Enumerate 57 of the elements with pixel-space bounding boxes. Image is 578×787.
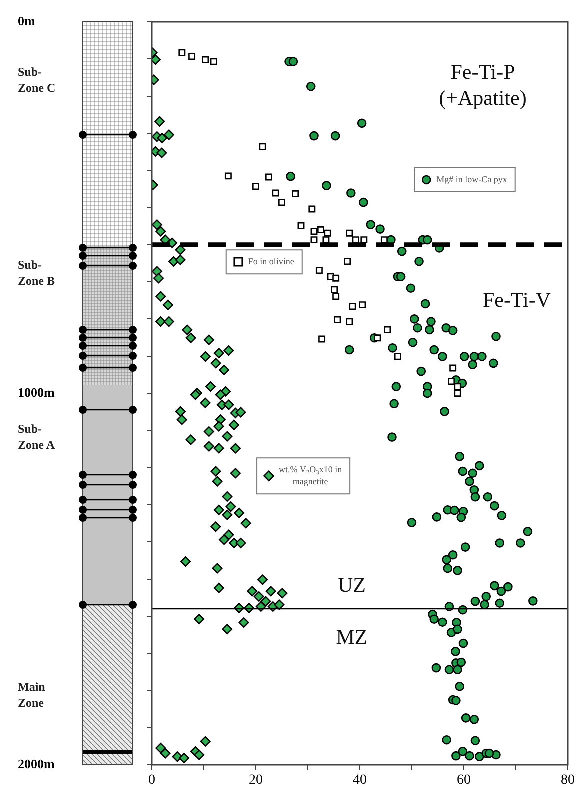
point: [380, 236, 388, 244]
point: [334, 316, 342, 324]
point: [384, 326, 392, 334]
point: [298, 222, 305, 230]
point: [210, 58, 218, 66]
point: [394, 353, 402, 360]
legend-label: Fo in olivine: [248, 256, 294, 266]
point: [266, 174, 272, 181]
point: [308, 206, 316, 213]
point: [188, 53, 196, 60]
point: [332, 274, 340, 282]
x-tick-label: 80: [561, 773, 575, 787]
point: [252, 183, 260, 190]
point: [448, 378, 455, 386]
point: [450, 364, 457, 372]
point: [322, 236, 330, 244]
point: [318, 226, 324, 234]
y-tick-label: 1000m: [18, 384, 55, 400]
point: [349, 303, 356, 310]
x-tick-label: 40: [353, 773, 367, 787]
point: [344, 258, 351, 266]
annotation: MZ: [335, 624, 369, 650]
point: [346, 318, 354, 326]
y-tick-label: 0m: [18, 13, 36, 28]
point: [202, 56, 210, 64]
point: [318, 336, 326, 343]
point: [331, 286, 338, 294]
point: [272, 190, 280, 197]
point: [352, 236, 360, 244]
x-tick-label: 60: [457, 773, 471, 787]
point: [316, 267, 323, 274]
point: [310, 228, 318, 236]
point: [359, 302, 366, 309]
x-tick-label: 20: [249, 773, 263, 787]
point: [360, 236, 368, 244]
point: [224, 172, 232, 180]
point: [346, 230, 354, 237]
text: Main Zone: [18, 679, 46, 711]
text: Sub-Zone A: [18, 421, 56, 453]
text: Sub-Zone B: [18, 257, 56, 289]
annotation: Fe-Ti-V: [482, 287, 552, 313]
point: [259, 143, 266, 150]
annotation: Fe-Ti-P (+Apatite): [438, 59, 528, 111]
point: [454, 390, 462, 397]
point: [292, 190, 299, 198]
point: [332, 293, 340, 300]
legend-label: Mg# in low-Ca pyx: [436, 174, 508, 184]
x-tick-label: 0: [148, 773, 156, 787]
y-tick-label: 2000m: [18, 756, 55, 772]
point: [324, 230, 332, 237]
point: [454, 383, 462, 390]
point: [374, 334, 382, 342]
point: [278, 199, 286, 206]
point: [310, 236, 318, 244]
text: Sub-Zone C: [18, 64, 57, 96]
point: [178, 49, 186, 56]
annotation: UZ: [337, 572, 367, 598]
